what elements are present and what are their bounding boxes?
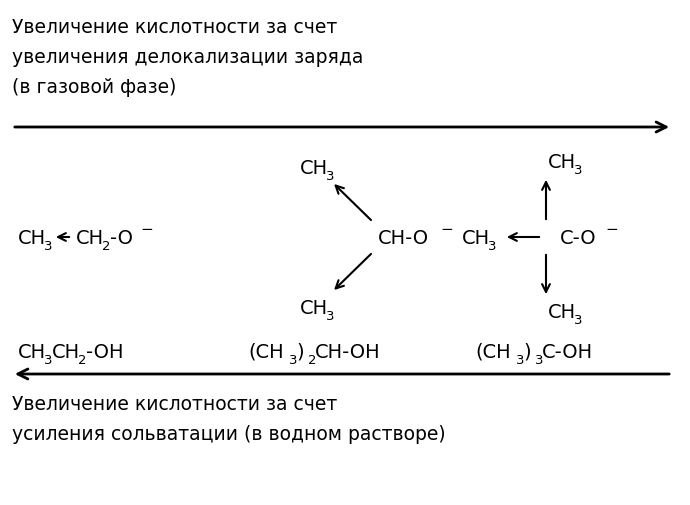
Text: CH: CH [462,228,490,247]
Text: 3: 3 [289,353,297,366]
Text: CH: CH [52,342,80,361]
Text: CH: CH [548,303,576,322]
Text: -OH: -OH [86,342,124,361]
Text: (в газовой фазе): (в газовой фазе) [12,78,177,97]
Text: CH: CH [548,153,576,172]
Text: −: − [140,222,152,237]
Text: 2: 2 [308,353,317,366]
Text: 3: 3 [488,239,497,252]
Text: 3: 3 [574,164,582,177]
Text: 3: 3 [44,239,52,252]
Text: −: − [440,222,453,237]
Text: CH: CH [300,298,328,317]
Text: 2: 2 [78,353,86,366]
Text: 3: 3 [326,309,335,322]
Text: CH: CH [18,342,46,361]
Text: CH: CH [18,228,46,247]
Text: (CH: (CH [248,342,284,361]
Text: увеличения делокализации заряда: увеличения делокализации заряда [12,48,364,67]
Text: CH: CH [300,158,328,177]
Text: -O: -O [110,228,133,247]
Text: 3: 3 [326,169,335,182]
Text: усиления сольватации (в водном растворе): усиления сольватации (в водном растворе) [12,424,446,443]
Text: ): ) [296,342,304,361]
Text: CH: CH [76,228,104,247]
Text: C-OH: C-OH [542,342,593,361]
Text: Увеличение кислотности за счет: Увеличение кислотности за счет [12,18,337,37]
Text: 3: 3 [535,353,544,366]
Text: (CH: (CH [475,342,511,361]
Text: ): ) [523,342,531,361]
Text: Увеличение кислотности за счет: Увеличение кислотности за счет [12,394,337,413]
Text: 3: 3 [574,314,582,327]
Text: 2: 2 [102,239,110,252]
Text: CH-O: CH-O [378,228,429,247]
Text: 3: 3 [516,353,524,366]
Text: C-O: C-O [560,228,597,247]
Text: 3: 3 [44,353,52,366]
Text: CH-OH: CH-OH [315,342,381,361]
Text: −: − [605,222,618,237]
